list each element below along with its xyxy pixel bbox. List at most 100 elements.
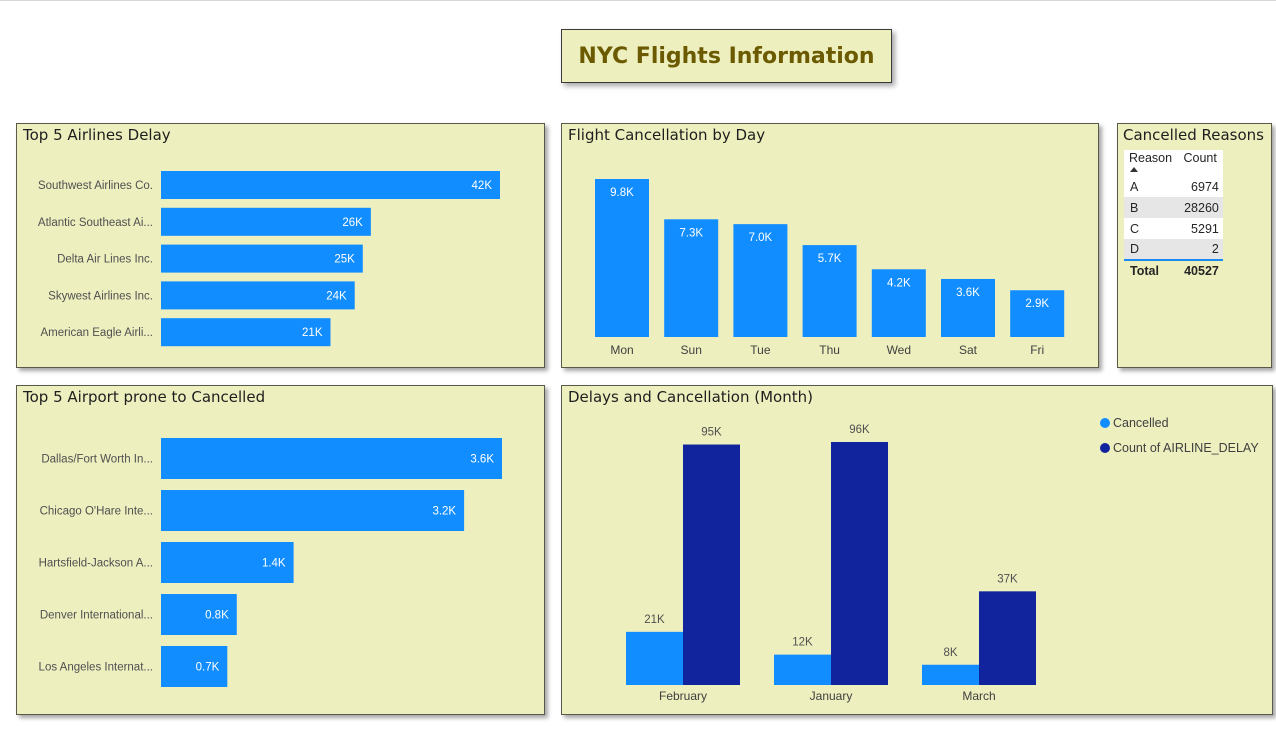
airlines-delay-title: Top 5 Airlines Delay [23,126,171,144]
table-cell-reason: C [1124,218,1179,239]
bar[interactable] [161,594,237,635]
category-label: Dallas/Fort Worth In... [41,454,153,466]
bar[interactable] [161,244,363,273]
data-label: 7.3K [679,227,703,239]
x-tick-label: Wed [887,343,911,357]
bar[interactable] [941,278,995,337]
bar[interactable] [626,631,683,685]
data-label: 1.4K [262,558,286,570]
bar[interactable] [683,444,740,685]
category-label: Delta Air Lines Inc. [57,254,153,266]
bar[interactable] [161,490,465,531]
category-label: Chicago O'Hare Inte... [40,506,153,518]
cancelled-reasons-title: Cancelled Reasons [1123,126,1264,144]
table-row: B 28260 [1124,197,1223,218]
airports-cancelled-chart: Dallas/Fort Worth In... 3.6K Chicago O'Har… [39,438,502,687]
data-label: 42K [472,180,493,192]
table-row: D 2 [1124,239,1223,260]
bar[interactable] [595,179,649,337]
x-tick-label: March [962,689,995,703]
table-cell-count: 28260 [1178,197,1223,218]
x-tick-label: Sat [959,343,978,357]
table-cell-reason: A [1124,176,1179,197]
data-label: 3.6K [470,454,494,466]
cancellation-by-day-chart: 9.8K Mon 7.3K Sun 7.0K Tue 5.7K Thu 4.2K Wed 3.6K S… [595,179,1065,357]
category-label: Southwest Airlines Co. [38,180,153,192]
legend-item-cancelled[interactable]: Cancelled [1100,416,1169,430]
bar[interactable] [831,442,888,685]
airports-cancelled-title: Top 5 Airport prone to Cancelled [23,388,266,406]
data-label: 9.8K [610,187,634,199]
bar[interactable] [979,591,1036,685]
cancellation-by-day-panel[interactable]: Flight Cancellation by Day 9.8K Mon 7.3K Su… [561,123,1099,368]
x-tick-label: January [810,689,853,703]
airports-cancelled-panel[interactable]: Top 5 Airport prone to Cancelled Dallas/… [16,385,545,715]
data-label: 21K [644,614,665,626]
x-tick-label: February [659,689,707,703]
delays-cancellation-month-panel[interactable]: Delays and Cancellation (Month) 21K 95K Fe… [561,385,1273,715]
bar[interactable] [161,207,371,236]
cancelled-reasons-table: Reason Count A 6974 B 28260 C 5291 [1124,150,1223,281]
delays-cancellation-month-title: Delays and Cancellation (Month) [568,388,813,406]
data-label: 4.2K [887,277,911,289]
table-cell-count: 2 [1178,239,1223,260]
delays-cancellation-month-chart: 21K 95K February 12K 96K January 8K 37K March [626,424,1036,703]
table-total-label: Total [1124,259,1179,281]
data-label: 3.2K [432,506,456,518]
legend-item-airline-delay[interactable]: Count of AIRLINE_DELAY [1100,441,1259,455]
bar[interactable] [922,664,979,685]
data-label: 2.9K [1025,298,1049,310]
bar[interactable] [161,542,294,583]
column-header-count[interactable]: Count [1178,150,1223,176]
data-label: 21K [302,327,323,339]
data-label: 3.6K [956,287,980,299]
column-header-reason[interactable]: Reason [1124,150,1179,176]
x-tick-label: Fri [1030,343,1044,357]
category-label: Los Angeles Internat... [39,662,153,674]
cancelled-reasons-panel[interactable]: Cancelled Reasons Reason Count A 6974 B … [1117,123,1272,368]
sort-ascending-icon[interactable] [1130,167,1138,172]
bar[interactable] [161,281,355,310]
bar[interactable] [664,219,719,337]
data-label: 37K [997,573,1018,585]
table-cell-reason: D [1124,239,1179,260]
bar[interactable] [161,171,500,199]
legend-label-airline-delay: Count of AIRLINE_DELAY [1113,441,1259,455]
table-total-value: 40527 [1178,259,1223,281]
table-row: C 5291 [1124,218,1223,239]
bar[interactable] [161,646,228,687]
x-tick-label: Thu [819,343,840,357]
bar[interactable] [871,269,926,337]
data-label: 26K [342,217,363,229]
airlines-delay-panel[interactable]: Top 5 Airlines Delay Southwest Airlines … [16,123,545,368]
category-label: Atlantic Southeast Ai... [38,217,153,229]
category-label: American Eagle Airli... [41,327,154,339]
data-label: 0.8K [205,610,229,622]
data-label: 25K [334,254,355,266]
legend-label-cancelled: Cancelled [1113,416,1169,430]
data-label: 0.7K [196,662,220,674]
data-label: 5.7K [818,253,842,265]
bar[interactable] [774,654,831,685]
page-title-box: NYC Flights Information [561,29,892,83]
bar[interactable] [733,224,788,337]
data-label: 12K [792,637,813,649]
bar[interactable] [161,318,331,347]
category-label: Hartsfield-Jackson A... [39,558,153,570]
category-label: Skywest Airlines Inc. [48,290,153,302]
data-label: 8K [943,647,957,659]
bar[interactable] [161,438,502,479]
bar[interactable] [1010,290,1065,337]
airlines-delay-chart: Southwest Airlines Co. 42K Atlantic Southe… [38,171,500,347]
x-tick-label: Tue [750,343,771,357]
legend-swatch-airline-delay [1100,443,1110,453]
table-cell-reason: B [1124,197,1179,218]
table-total-row: Total 40527 [1124,259,1223,281]
x-tick-label: Sun [681,343,702,357]
legend-swatch-cancelled [1100,418,1110,428]
data-label: 24K [326,290,347,302]
category-label: Denver International... [40,610,153,622]
x-tick-label: Mon [610,343,633,357]
bar[interactable] [802,245,857,337]
